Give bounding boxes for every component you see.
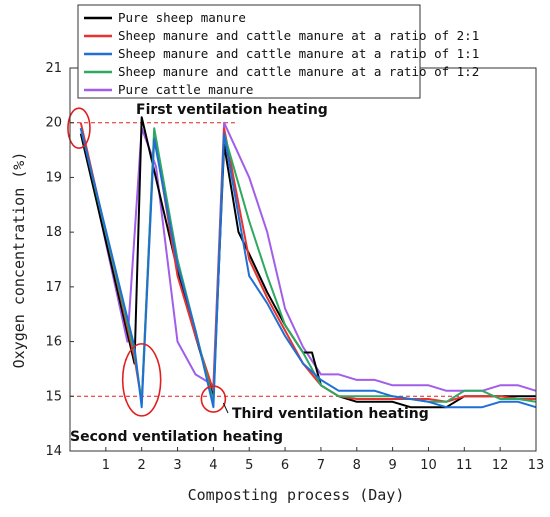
annotation-connector [222, 402, 229, 414]
x-tick-label: 9 [388, 458, 396, 473]
series-line [79, 127, 537, 403]
annotations: First ventilation heating Second ventilat… [70, 102, 429, 445]
x-tick-label: 4 [209, 458, 217, 473]
x-tick-label: 3 [173, 458, 181, 473]
highlight-ellipse [200, 385, 227, 413]
highlight-ellipses [67, 107, 227, 417]
x-tick-label: 5 [245, 458, 253, 473]
y-axis-title: Oxygen concentration (%) [10, 152, 28, 369]
y-tick-label: 20 [45, 116, 62, 131]
annotation-label: Second ventilation heating [70, 429, 283, 445]
annotation-label: Third ventilation heating [232, 406, 429, 422]
highlight-ellipse [121, 343, 162, 417]
legend-box [77, 4, 421, 99]
legend-label: Pure sheep manure [118, 10, 246, 25]
x-tick-label: 12 [492, 458, 509, 473]
y-tick-label: 17 [45, 280, 62, 295]
y-tick-label: 21 [45, 61, 62, 76]
x-tick-label: 6 [281, 458, 289, 473]
y-tick-label: 18 [45, 225, 62, 240]
reference-lines [70, 122, 536, 397]
annotation-label: First ventilation heating [136, 102, 328, 118]
series-lines [79, 116, 537, 409]
y-tick-label: 16 [45, 335, 62, 350]
legend-label: Sheep manure and cattle manure at a rati… [118, 46, 479, 61]
highlight-ellipse [67, 107, 91, 149]
x-axis-title: Composting process (Day) [188, 486, 405, 504]
legend-label: Sheep manure and cattle manure at a rati… [118, 64, 479, 79]
y-tick-label: 19 [45, 170, 62, 185]
x-tick-label: 1 [102, 458, 110, 473]
x-tick-label: 2 [138, 458, 146, 473]
legend-label: Sheep manure and cattle manure at a rati… [118, 28, 479, 43]
x-tick-label: 10 [420, 458, 437, 473]
series-line [79, 127, 537, 409]
x-tick-label: 7 [317, 458, 325, 473]
x-tick-label: 8 [353, 458, 361, 473]
y-tick-label: 15 [45, 389, 62, 404]
legend-label: Pure cattle manure [118, 82, 253, 97]
x-tick-label: 11 [456, 458, 473, 473]
y-tick-label: 14 [45, 444, 62, 459]
legend: Pure sheep manure Sheep manure and cattle… [77, 4, 479, 99]
x-tick-label: 13 [528, 458, 545, 473]
series-line [79, 116, 536, 409]
